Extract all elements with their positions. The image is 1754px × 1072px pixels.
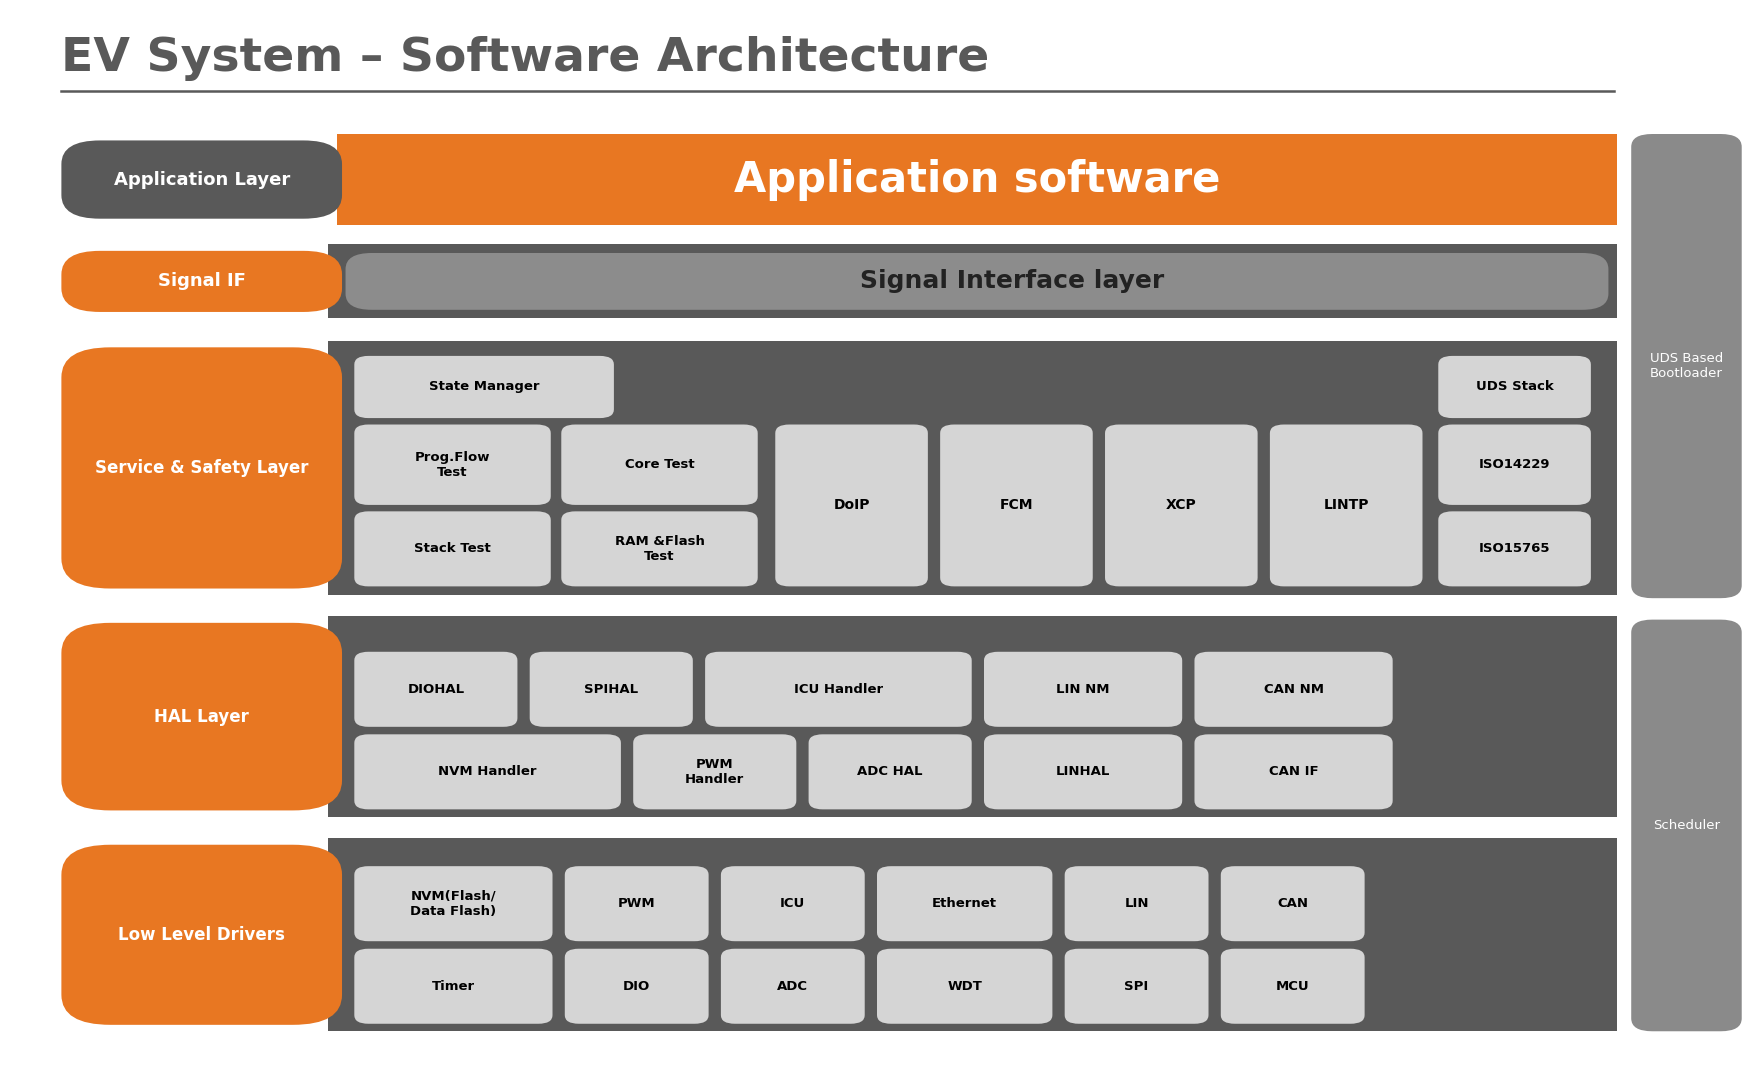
Text: HAL Layer: HAL Layer [154,708,249,726]
Text: DoIP: DoIP [833,498,870,512]
FancyBboxPatch shape [61,845,342,1025]
Text: LINHAL: LINHAL [1056,765,1110,778]
FancyBboxPatch shape [1221,949,1365,1024]
Text: MCU: MCU [1275,980,1310,993]
Text: Application Layer: Application Layer [114,170,289,189]
Text: EV System – Software Architecture: EV System – Software Architecture [61,36,989,81]
Bar [328,616,1617,817]
Text: CAN NM: CAN NM [1263,683,1324,696]
Text: ICU: ICU [781,897,805,910]
FancyBboxPatch shape [1065,866,1209,941]
Text: ADC: ADC [777,980,809,993]
Text: NVM(Flash/
Data Flash): NVM(Flash/ Data Flash) [410,890,496,918]
Text: Stack Test: Stack Test [414,542,491,555]
Text: FCM: FCM [1000,498,1033,512]
Bar [337,134,1617,225]
Text: UDS Stack: UDS Stack [1475,381,1554,393]
FancyBboxPatch shape [633,734,796,809]
Text: Low Level Drivers: Low Level Drivers [118,926,286,943]
FancyBboxPatch shape [561,425,758,505]
Text: XCP: XCP [1166,498,1196,512]
Text: SPIHAL: SPIHAL [584,683,638,696]
FancyBboxPatch shape [721,949,865,1024]
Text: LIN: LIN [1124,897,1149,910]
Text: Signal IF: Signal IF [158,272,246,291]
FancyBboxPatch shape [705,652,972,727]
Text: PWM: PWM [617,897,656,910]
FancyBboxPatch shape [775,425,928,586]
Text: State Manager: State Manager [430,381,538,393]
FancyBboxPatch shape [984,734,1182,809]
Text: ICU Handler: ICU Handler [795,683,882,696]
Text: PWM
Handler: PWM Handler [686,758,744,786]
FancyBboxPatch shape [1438,356,1591,418]
FancyBboxPatch shape [1438,425,1591,505]
Text: ISO14229: ISO14229 [1479,458,1551,472]
FancyBboxPatch shape [1105,425,1258,586]
FancyBboxPatch shape [346,253,1608,310]
Text: Core Test: Core Test [624,458,695,472]
FancyBboxPatch shape [1438,511,1591,586]
FancyBboxPatch shape [1194,734,1393,809]
Text: Scheduler: Scheduler [1652,819,1721,832]
Text: Prog.Flow
Test: Prog.Flow Test [414,450,491,479]
FancyBboxPatch shape [940,425,1093,586]
FancyBboxPatch shape [354,511,551,586]
Text: DIO: DIO [623,980,651,993]
Text: LINTP: LINTP [1324,498,1368,512]
Text: WDT: WDT [947,980,982,993]
Text: ISO15765: ISO15765 [1479,542,1551,555]
FancyBboxPatch shape [1221,866,1365,941]
Text: Signal Interface layer: Signal Interface layer [859,269,1165,294]
FancyBboxPatch shape [354,425,551,505]
FancyBboxPatch shape [877,949,1052,1024]
FancyBboxPatch shape [1631,620,1742,1031]
FancyBboxPatch shape [1065,949,1209,1024]
FancyBboxPatch shape [354,866,553,941]
FancyBboxPatch shape [354,734,621,809]
Text: NVM Handler: NVM Handler [438,765,537,778]
FancyBboxPatch shape [877,866,1052,941]
Bar [328,244,1617,318]
FancyBboxPatch shape [61,251,342,312]
Text: Service & Safety Layer: Service & Safety Layer [95,459,309,477]
FancyBboxPatch shape [61,140,342,219]
FancyBboxPatch shape [1194,652,1393,727]
Text: Application software: Application software [733,159,1221,200]
FancyBboxPatch shape [61,347,342,589]
FancyBboxPatch shape [354,652,517,727]
Text: DIOHAL: DIOHAL [407,683,465,696]
FancyBboxPatch shape [530,652,693,727]
Text: ADC HAL: ADC HAL [858,765,923,778]
Text: CAN IF: CAN IF [1268,765,1319,778]
FancyBboxPatch shape [1270,425,1422,586]
Text: UDS Based
Bootloader: UDS Based Bootloader [1651,352,1722,381]
FancyBboxPatch shape [565,866,709,941]
Bar [328,838,1617,1031]
FancyBboxPatch shape [1631,134,1742,598]
Text: RAM &Flash
Test: RAM &Flash Test [614,535,705,563]
Text: Ethernet: Ethernet [931,897,998,910]
Text: CAN: CAN [1277,897,1308,910]
FancyBboxPatch shape [565,949,709,1024]
Bar [328,341,1617,595]
FancyBboxPatch shape [354,356,614,418]
FancyBboxPatch shape [354,949,553,1024]
Text: Timer: Timer [431,980,475,993]
FancyBboxPatch shape [984,652,1182,727]
FancyBboxPatch shape [61,623,342,810]
FancyBboxPatch shape [561,511,758,586]
Text: SPI: SPI [1124,980,1149,993]
FancyBboxPatch shape [721,866,865,941]
Text: LIN NM: LIN NM [1056,683,1110,696]
FancyBboxPatch shape [809,734,972,809]
